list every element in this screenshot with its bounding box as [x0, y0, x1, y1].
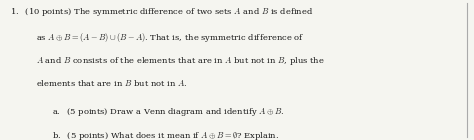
Text: elements that are in $B$ but not in $A$.: elements that are in $B$ but not in $A$. — [36, 78, 187, 88]
Text: 1.  (10 points) The symmetric difference of two sets $A$ and $B$ is defined: 1. (10 points) The symmetric difference … — [10, 6, 314, 18]
Text: $A$ and $B$ consists of the elements that are in $A$ but not in $B$, plus the: $A$ and $B$ consists of the elements tha… — [36, 55, 324, 67]
Text: b.  (5 points) What does it mean if $A \oplus B = \emptyset$? Explain.: b. (5 points) What does it mean if $A \o… — [52, 130, 279, 140]
Text: as $A \oplus B = (A - B) \cup (B - A)$. That is, the symmetric difference of: as $A \oplus B = (A - B) \cup (B - A)$. … — [36, 31, 304, 44]
Text: a.  (5 points) Draw a Venn diagram and identify $A \oplus B$.: a. (5 points) Draw a Venn diagram and id… — [52, 106, 285, 118]
